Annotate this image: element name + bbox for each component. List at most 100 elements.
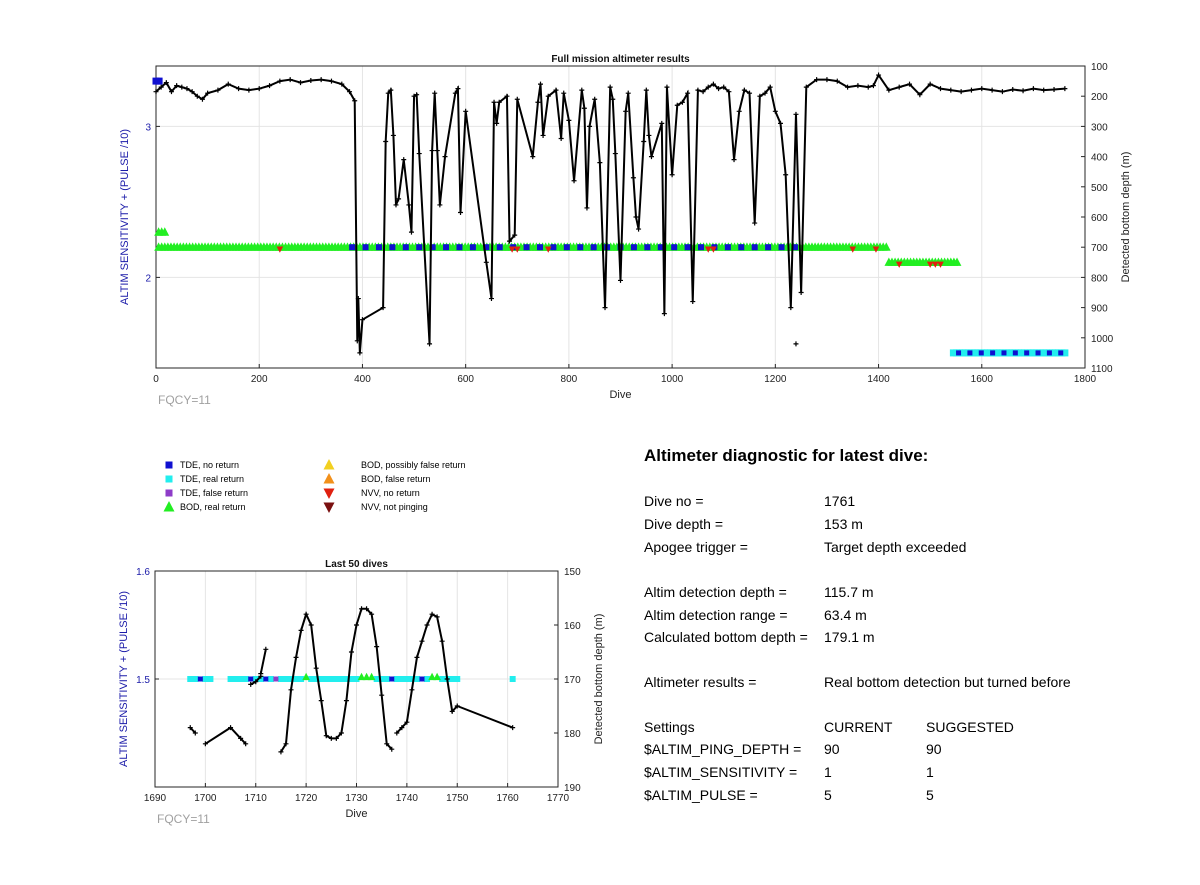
top-depth-point [385,90,391,96]
top-depth-point [571,178,577,184]
bottom-depth-point [338,730,344,736]
bottom-yleft-tick-label-0: 1.5 [136,675,150,686]
top-xlabel: Dive [609,389,631,401]
settings-header-current: CURRENT [824,719,893,735]
top-depth-point [669,172,675,178]
top-tde-no-return-marker [684,244,691,251]
top-depth-point [277,78,283,84]
bottom-ylabel-left: ALTIM SENSITIVITY + (PULSE /10) [118,591,130,767]
top-depth-point [968,87,974,93]
bottom-depth-point [429,611,435,617]
top-xtick-label-1: 200 [251,374,268,385]
bottom-yright-tick-label-3: 180 [564,729,581,740]
bottom-tde-real-return-marker [227,676,234,682]
bottom-depth-points-2 [248,673,264,687]
bottom-tde-real-return-marker [413,676,420,682]
top-yright-tick-label-10: 1100 [1091,364,1113,375]
top-depth-point [937,86,943,92]
bottom-depth-point [293,654,299,660]
diag-label-dive-depth: Dive depth = [644,516,723,532]
top-tde-no-return-marker [967,350,973,356]
top-depth-point [163,80,169,86]
bottom-depth-point [348,649,354,655]
top-depth-point [855,83,861,89]
top-tde-no-return-marker [443,244,450,251]
bottom-depth-point [313,665,319,671]
bottom-tde-no-return-marker [389,676,395,682]
bottom-depth-point [328,735,334,741]
setting-suggested-sensitivity: 1 [926,764,934,780]
top-title: Full mission altimeter results [551,54,690,65]
top-nvv-no-return-marker [508,246,516,253]
bottom-depth-point [187,725,193,731]
diag-label-altim-detection-range: Altim detection range = [644,607,788,623]
bottom-depth-point [409,687,415,693]
setting-current-sensitivity: 1 [824,764,832,780]
bottom-yright-tick-label-2: 170 [564,675,581,686]
top-depth-point [587,123,593,129]
legend-item-tde-real-return: TDE, real return [180,474,245,484]
legend-item-nvv-not-pinging: NVV, not pinging [361,502,428,512]
bottom-xtick-label-0: 1690 [144,793,167,804]
bottom-tde-no-return-marker [263,676,269,682]
bottom-tde-real-return-marker [313,676,320,682]
bottom-depth-point [384,741,390,747]
top-depth-point [287,77,293,83]
legend-item-nvv-no-return: NVV, no return [361,488,420,498]
top-depth-point [432,90,438,96]
top-depth-point [834,78,840,84]
top-depth-point [824,77,830,83]
top-yright-tick-label-2: 300 [1091,122,1108,133]
bottom-tde-real-return-marker [192,676,199,682]
top-depth-point [308,77,314,83]
top-depth-point [566,117,572,123]
top-depth-point [803,84,809,90]
top-tde-no-return-marker [978,350,984,356]
top-depth-point [1051,87,1057,93]
bottom-depth-point [258,671,264,677]
top-depth-point [455,86,461,92]
bottom-bod-real-return-marker [357,672,366,681]
top-depth-point [927,81,933,87]
top-depth-point [793,111,799,117]
top-tde-no-return-marker [563,244,570,251]
top-depth-point [355,296,361,302]
top-depth-point [865,84,871,90]
top-tde-no-return-marker [791,244,798,251]
bottom-depth-segment-5 [396,612,514,734]
top-depth-point [845,84,851,90]
top-band-1-marker [160,227,170,236]
top-depth-point [328,78,334,84]
top-depth-point [1020,88,1026,94]
bottom-depth-point [192,730,198,736]
top-depth-point [411,93,417,99]
bottom-depth-point [228,725,234,731]
top-depth-point [267,83,273,89]
bottom-tde-no-return-marker [248,676,254,682]
top-depth-point-extra [793,341,799,347]
top-tde-no-return-marker [429,244,436,251]
bottom-depth-point [399,725,405,731]
diag-value-calculated-bottom-depth: 179.1 m [824,629,875,645]
top-depth-point [752,220,758,226]
bottom-depth-point [343,698,349,704]
top-band-2-marker [881,242,891,251]
bottom-annotation: FQCY=11 [157,812,210,826]
top-tde-no-return-marker [456,244,463,251]
top-depth-point [496,99,502,105]
top-depth-point [625,90,631,96]
bottom-tde-real-return-marker [449,676,456,682]
top-tde-no-return-marker [765,244,772,251]
top-depth-point [512,232,518,238]
top-depth-point [685,90,691,96]
top-depth-point [236,86,242,92]
top-tde-no-return-marker [375,244,382,251]
top-nvv-no-return-marker [926,261,934,268]
top-yright-tick-label-5: 600 [1091,213,1108,224]
top-band-4-marker [1061,349,1069,357]
bottom-tde-real-return-marker [242,676,249,682]
diag-label-altim-detection-depth: Altim detection depth = [644,584,787,600]
bottom-depth-point [308,622,314,628]
top-depth-point [561,90,567,96]
